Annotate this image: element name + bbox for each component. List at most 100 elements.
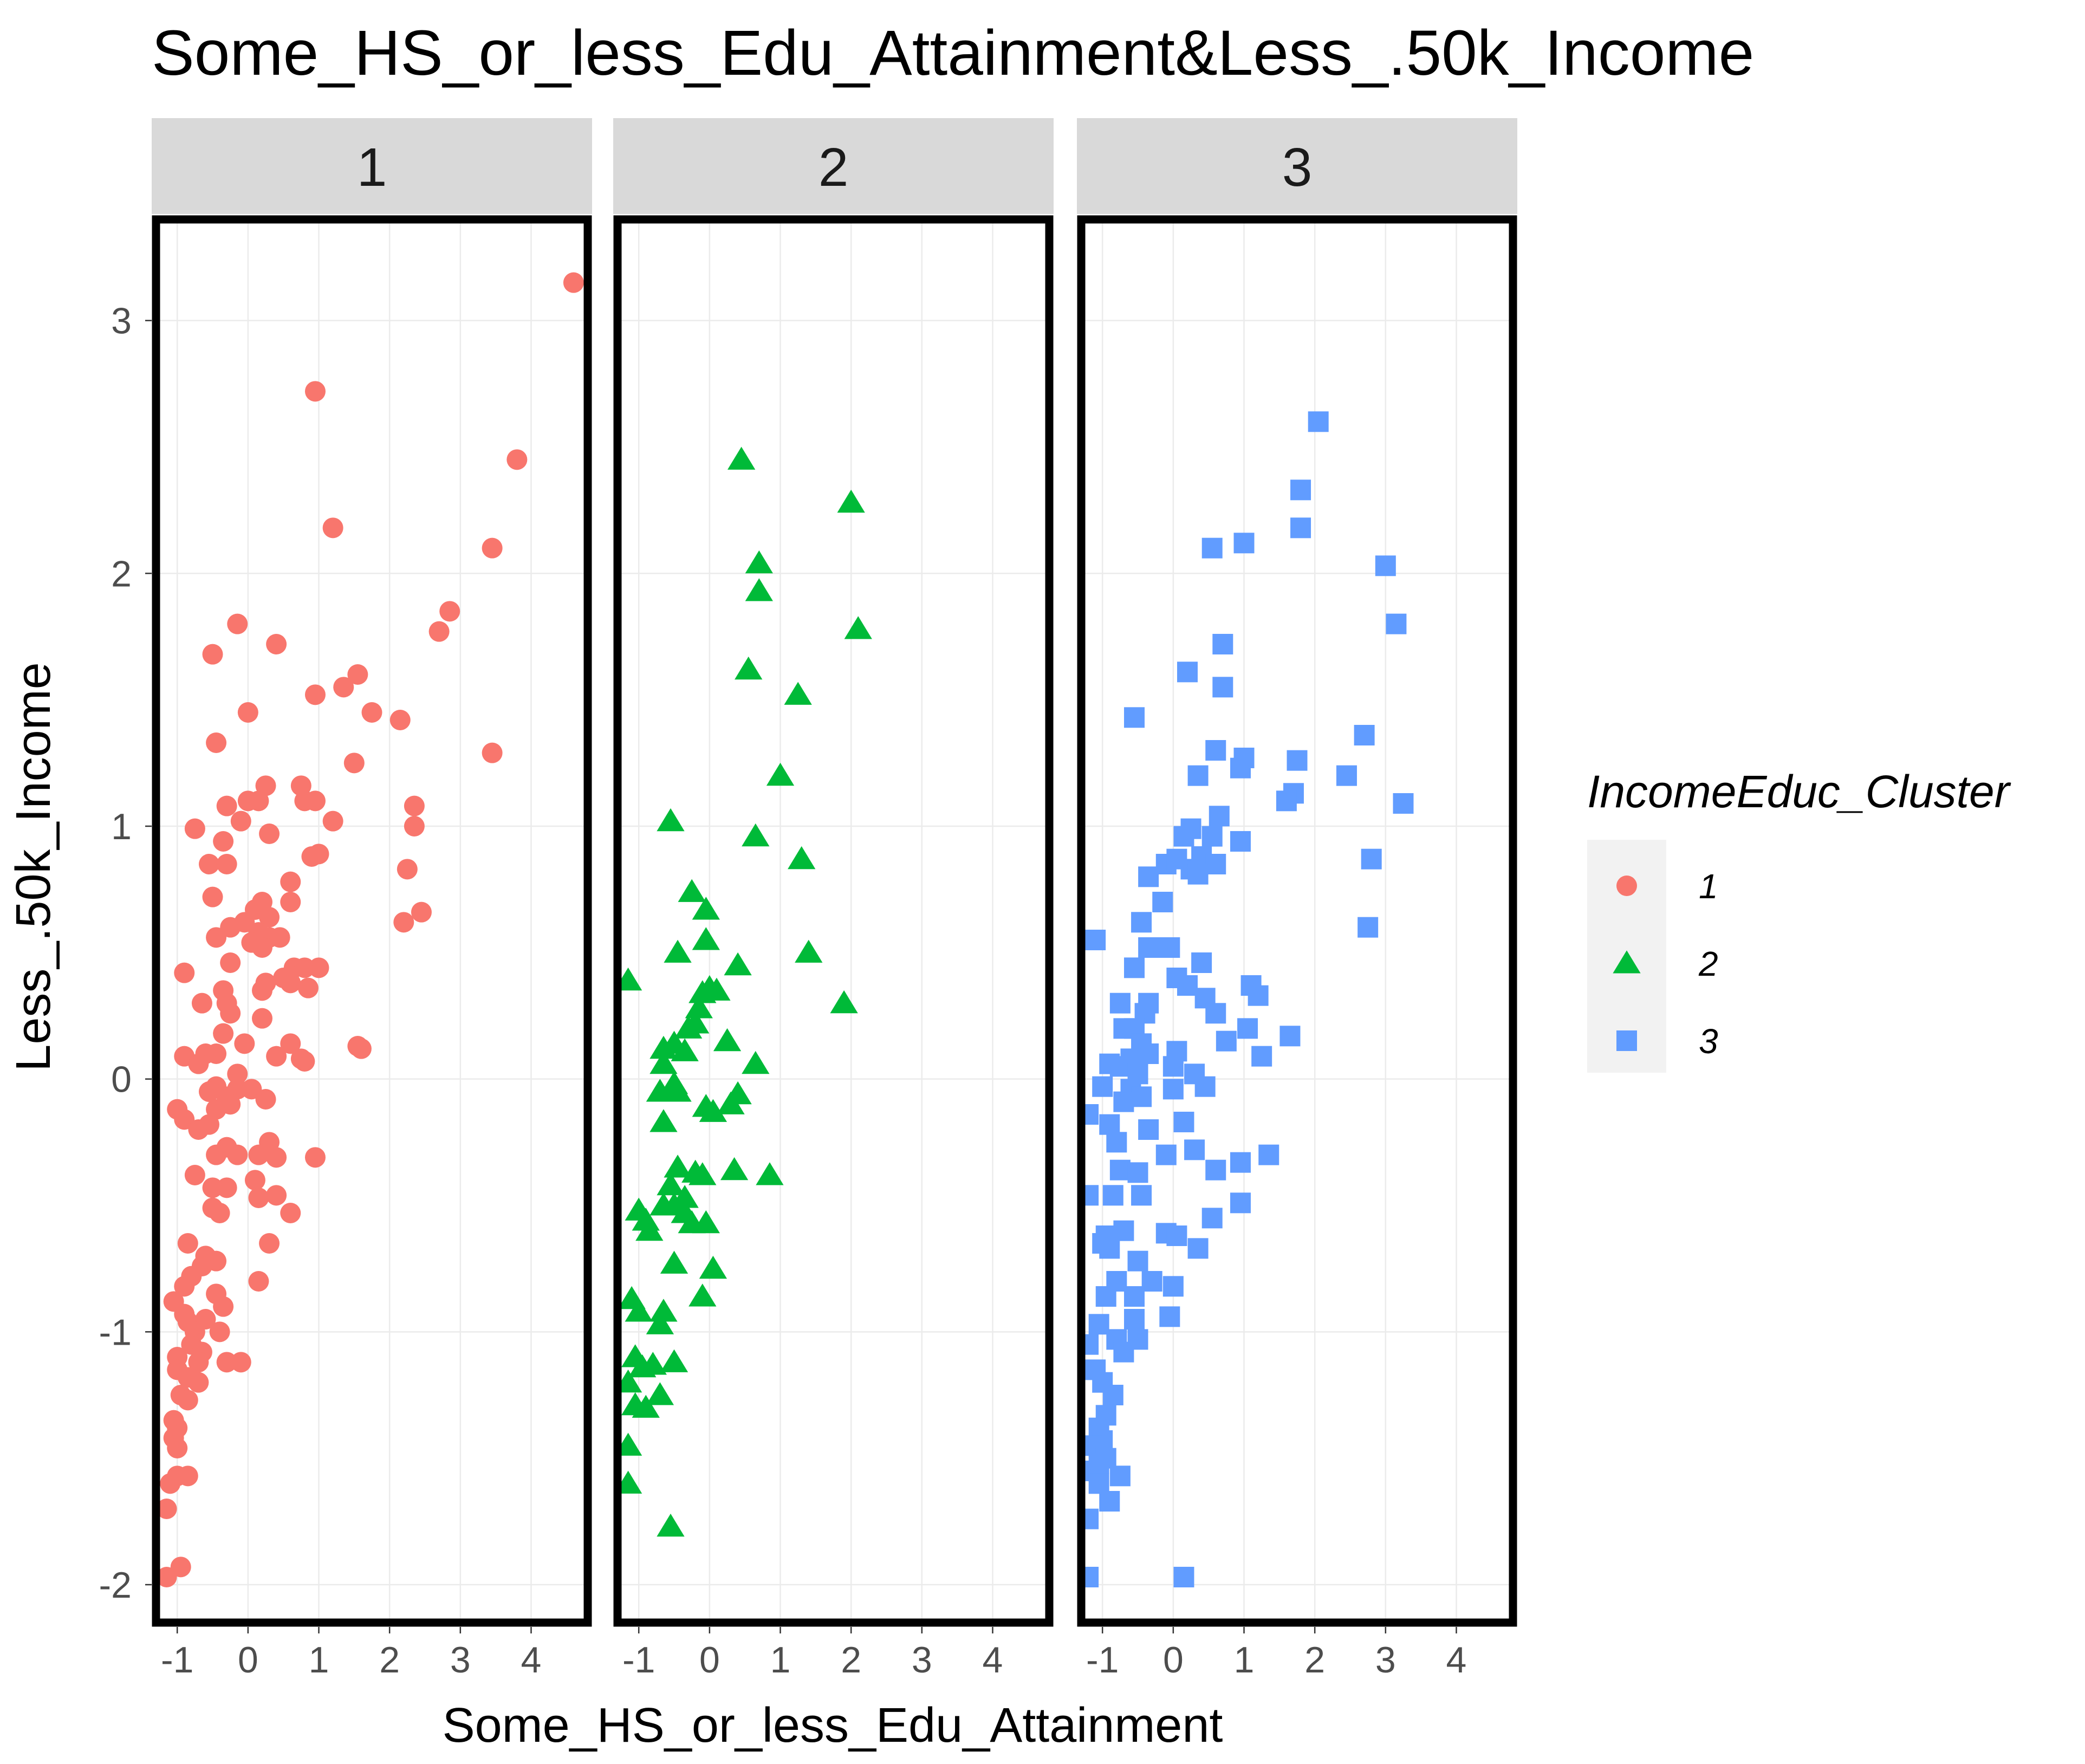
- data-point: [404, 816, 425, 836]
- data-point: [1159, 1306, 1180, 1327]
- facet-strip: [1077, 118, 1517, 214]
- data-point: [1336, 765, 1357, 786]
- data-point: [269, 927, 290, 948]
- data-point: [248, 790, 269, 812]
- chart-title: Some_HS_or_less_Edu_Attainment&Less_.50k…: [152, 17, 1754, 89]
- data-point: [259, 823, 280, 844]
- data-point: [1152, 892, 1173, 912]
- data-point: [1205, 854, 1226, 874]
- data-point: [209, 1321, 230, 1343]
- data-point: [1205, 1159, 1226, 1181]
- data-point: [156, 1499, 177, 1519]
- x-tick-label: 3: [1375, 1639, 1396, 1681]
- data-point: [657, 1513, 685, 1537]
- data-point: [1127, 1162, 1148, 1183]
- data-point: [280, 871, 301, 892]
- data-point: [184, 818, 205, 839]
- data-point: [1131, 912, 1152, 933]
- data-point: [657, 1172, 685, 1196]
- data-point: [266, 1046, 287, 1067]
- data-point: [1212, 677, 1233, 698]
- data-point: [482, 742, 503, 763]
- data-point: [184, 1165, 205, 1185]
- data-point: [322, 517, 343, 539]
- x-tick-label: 3: [450, 1639, 471, 1681]
- data-point: [1109, 1465, 1131, 1487]
- data-point: [220, 952, 241, 973]
- data-point: [248, 1271, 269, 1292]
- data-point: [177, 1390, 198, 1411]
- data-point: [1138, 1119, 1159, 1140]
- data-point: [439, 601, 460, 622]
- data-point: [1162, 1056, 1184, 1077]
- data-point: [742, 823, 770, 847]
- data-point: [745, 578, 773, 601]
- data-point: [1085, 930, 1106, 950]
- data-point: [482, 537, 503, 559]
- data-point: [251, 937, 272, 958]
- legend-label: 3: [1699, 1022, 1718, 1061]
- data-point: [649, 1109, 678, 1132]
- data-point: [266, 1185, 287, 1206]
- panel-border: [613, 215, 1054, 1627]
- data-point: [333, 677, 354, 698]
- data-point: [1212, 634, 1233, 654]
- data-point: [213, 1296, 234, 1317]
- data-point: [1177, 975, 1198, 996]
- data-point: [304, 381, 326, 402]
- data-point: [674, 1015, 703, 1039]
- facet-strip: [613, 118, 1054, 214]
- x-tick-label: 3: [912, 1639, 932, 1681]
- data-point: [692, 927, 720, 950]
- data-point: [206, 1144, 227, 1165]
- data-point: [649, 1299, 678, 1322]
- data-point: [280, 1203, 301, 1223]
- y-tick-label: 0: [111, 1059, 132, 1100]
- data-point: [304, 790, 326, 812]
- y-tick-label: -1: [99, 1312, 132, 1353]
- data-point: [717, 1091, 745, 1114]
- data-point: [688, 1162, 717, 1185]
- data-point: [788, 846, 816, 870]
- y-tick-label: -2: [99, 1565, 132, 1606]
- data-point: [202, 644, 223, 665]
- y-axis: -2 -1 0 1 2 3: [99, 301, 152, 1606]
- data-point: [1162, 1079, 1184, 1100]
- data-point: [688, 1283, 717, 1307]
- data-point: [1123, 1286, 1145, 1307]
- data-point: [411, 902, 432, 923]
- data-point: [1131, 1086, 1152, 1107]
- data-point: [1287, 750, 1308, 771]
- data-point: [174, 1276, 195, 1297]
- data-point: [699, 1099, 728, 1122]
- data-point: [1138, 866, 1159, 887]
- legend-label: 2: [1698, 944, 1718, 983]
- data-point: [227, 1063, 248, 1085]
- data-point: [1102, 1385, 1123, 1405]
- facet-strip-label: 3: [1282, 137, 1313, 198]
- data-point: [745, 550, 773, 574]
- data-point: [259, 1233, 280, 1254]
- data-point: [255, 1089, 276, 1110]
- data-point: [188, 1119, 209, 1140]
- data-point: [1099, 1114, 1120, 1135]
- data-point: [347, 664, 368, 685]
- data-point: [1209, 806, 1230, 827]
- data-point: [1138, 1043, 1159, 1064]
- points-cluster-3: [1078, 411, 1414, 1587]
- data-point: [234, 1033, 255, 1054]
- y-tick-label: 2: [111, 553, 132, 594]
- data-point: [209, 1203, 230, 1223]
- data-point: [188, 1372, 209, 1393]
- data-point: [1177, 662, 1198, 683]
- data-point: [1191, 952, 1212, 973]
- x-tick-label: 4: [1446, 1639, 1467, 1681]
- data-point: [635, 1217, 664, 1241]
- data-point: [1141, 1271, 1162, 1292]
- data-point: [266, 634, 287, 654]
- x-tick-label: 1: [1234, 1639, 1255, 1681]
- data-point: [216, 1352, 237, 1373]
- data-point: [660, 1349, 688, 1372]
- data-point: [1173, 1567, 1194, 1587]
- data-point: [1393, 793, 1414, 814]
